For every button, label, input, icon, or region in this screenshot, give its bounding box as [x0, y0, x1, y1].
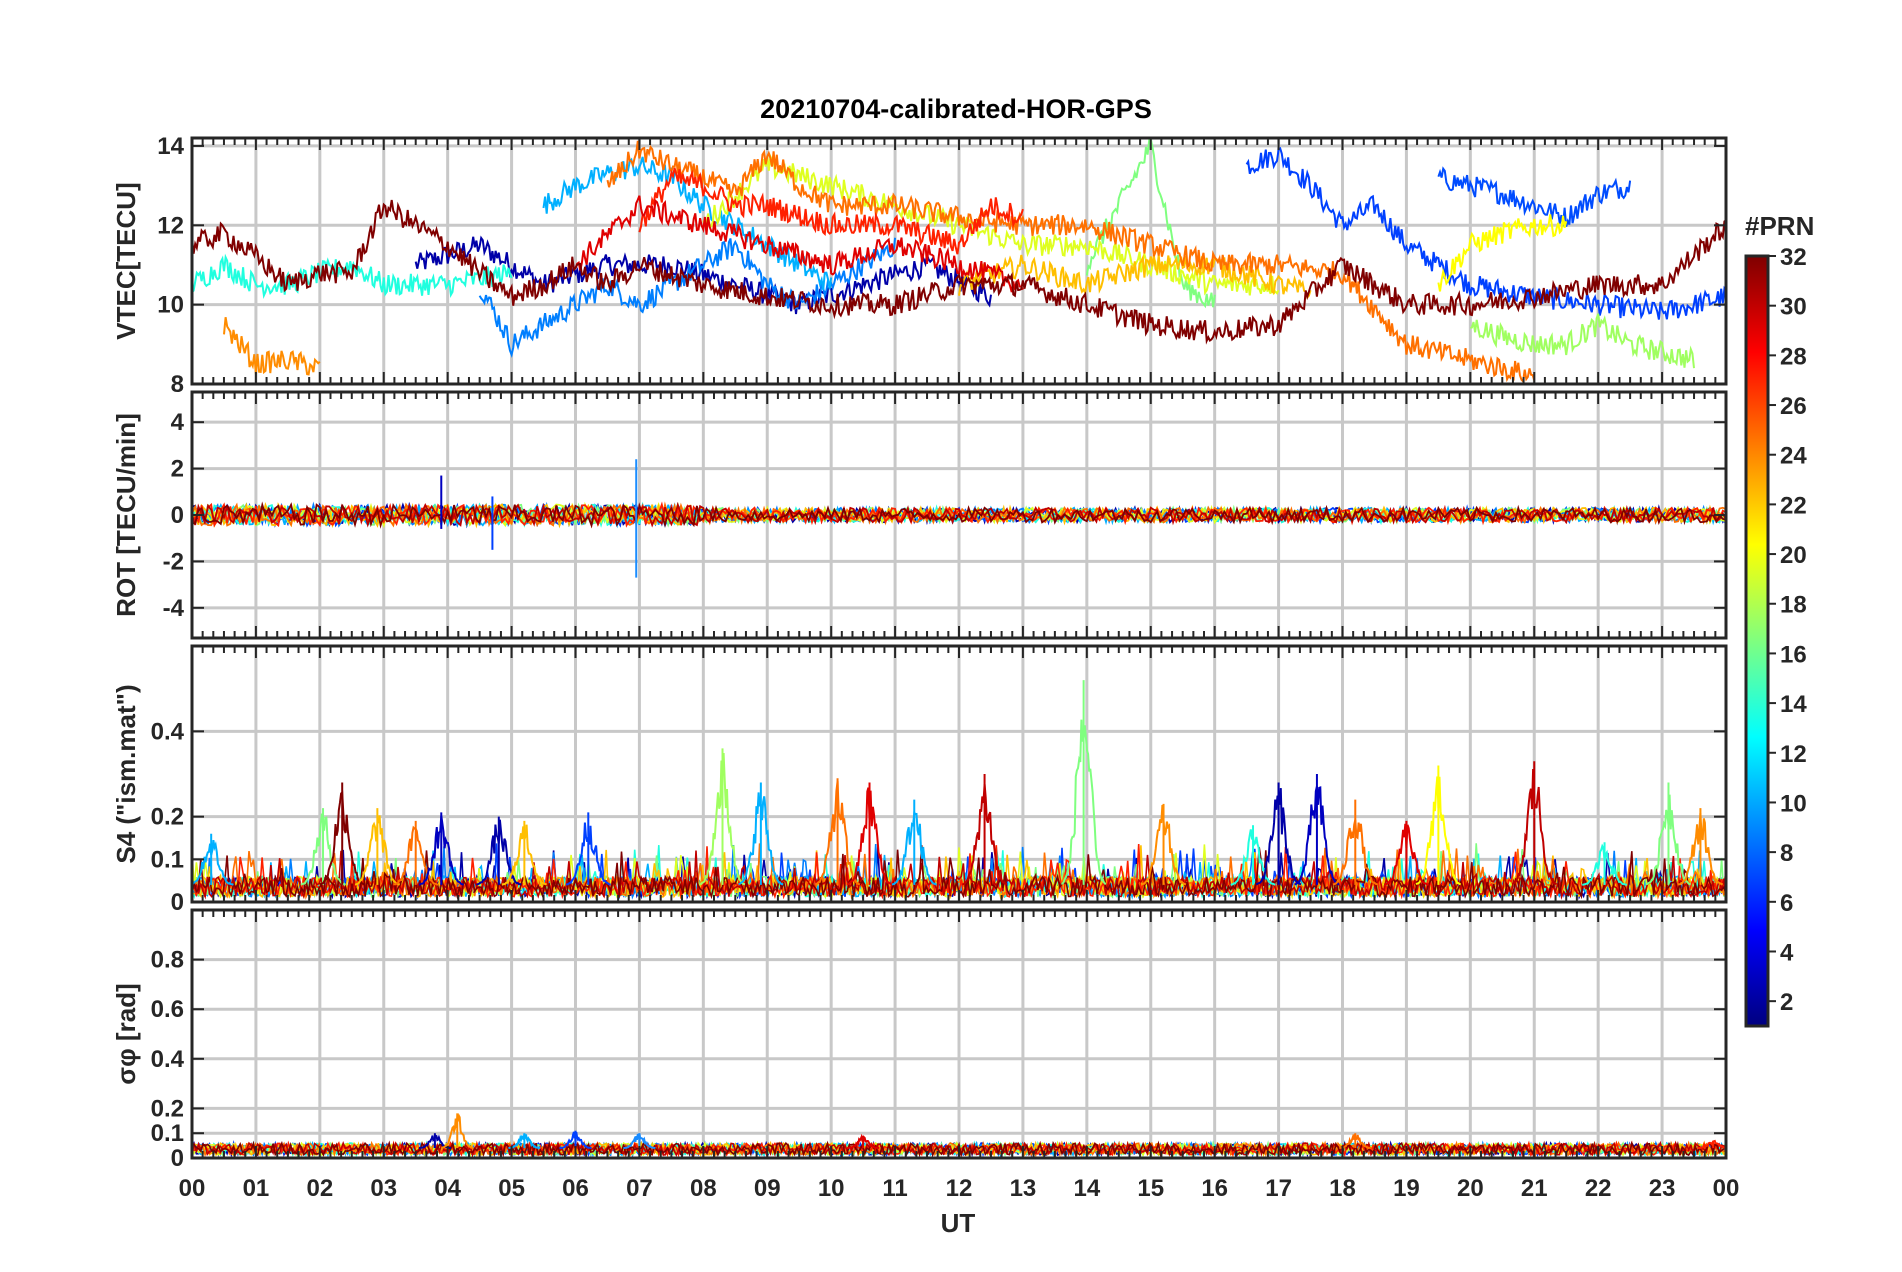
y-tick-label: 0.2 [151, 1095, 184, 1122]
y-tick-label: 0.2 [151, 804, 184, 831]
x-tick-label: 12 [946, 1175, 973, 1202]
series-line-prn-2 [414, 235, 992, 315]
colorbar-tick-label: 30 [1780, 294, 1807, 321]
colorbar-gradient [1744, 254, 1770, 1028]
series-line-prn-14 [192, 253, 513, 299]
colorbar-tick-label: 20 [1780, 542, 1807, 569]
x-tick-label: 18 [1329, 1175, 1356, 1202]
series-line-prn-20 [1437, 214, 1568, 292]
panel-s4: 0 0.1 0.2 0.4 S4 ("ism.mat") [111, 644, 1728, 916]
series-line-prn-25 [606, 140, 1536, 384]
colorbar-tick-label: 26 [1780, 393, 1807, 420]
colorbar-tick-label: 24 [1780, 443, 1807, 470]
x-tick-label: 00 [1713, 1175, 1740, 1202]
series-line-prn-11 [542, 156, 833, 291]
series-line-prn-32 [192, 199, 1726, 345]
y-tick-label: -2 [163, 548, 184, 575]
x-tick-label: 17 [1265, 1175, 1292, 1202]
x-tick-label: 08 [690, 1175, 717, 1202]
rot-trace [192, 501, 1726, 529]
x-tick-label: 22 [1585, 1175, 1612, 1202]
x-tick-label: 09 [754, 1175, 781, 1202]
chart-title: 20210704-calibrated-HOR-GPS [760, 94, 1152, 124]
x-axis-label: UT [941, 1208, 976, 1238]
panel-data-vtec [192, 138, 1726, 384]
y-tick-label: 0 [171, 889, 184, 916]
x-tick-label: 11 [882, 1175, 907, 1202]
y-tick-label: 8 [171, 371, 184, 398]
y-tick-label: 0.4 [151, 1046, 185, 1073]
x-tick-label: 19 [1393, 1175, 1420, 1202]
colorbar-tick-label: 4 [1780, 939, 1794, 966]
x-tick-label: 05 [498, 1175, 525, 1202]
colorbar-tick-label: 2 [1780, 989, 1793, 1016]
y-tick-label: 0.4 [151, 718, 185, 745]
x-tick-label: 10 [818, 1175, 845, 1202]
series-line-prn-22 [958, 254, 1312, 300]
colorbar-tick-label: 8 [1780, 840, 1793, 867]
series-line-prn-24 [223, 317, 321, 376]
panel-sigma_phi: 00.10.2 0.4 0.6 0.8 σφ [rad] [111, 908, 1728, 1172]
y-tick-label: 2 [171, 456, 184, 483]
y-tick-label: 0.6 [151, 996, 184, 1023]
series-line-prn-30 [574, 195, 1024, 293]
y-axis-label-rot: ROT [TECU/min] [111, 413, 141, 617]
y-tick-label: 4 [171, 409, 185, 436]
x-tick-label: 13 [1010, 1175, 1037, 1202]
colorbar-tick-label: 6 [1780, 890, 1793, 917]
y-tick-label: -4 [163, 595, 185, 622]
panel-rot: -4 -2 0 2 4 ROT [TECU/min] [111, 390, 1728, 640]
y-tick-label: 0 [171, 502, 184, 529]
x-tick-label: 20 [1457, 1175, 1484, 1202]
x-tick-label: 03 [370, 1175, 397, 1202]
series-line-prn-17 [1470, 313, 1695, 369]
y-tick-label: 0.8 [151, 947, 184, 974]
x-tick-label: 06 [562, 1175, 589, 1202]
colorbar-tick-label: 32 [1780, 244, 1807, 271]
y-tick-label: 0.1 [151, 846, 184, 873]
y-axis-label-vtec: VTEC[TECU] [111, 182, 141, 339]
x-tick-label: 14 [1073, 1175, 1100, 1202]
y-tick-label: 10 [157, 292, 184, 319]
colorbar-tick-label: 12 [1780, 741, 1807, 768]
colorbar-tick-label: 10 [1780, 790, 1807, 817]
colorbar-tick-label: 14 [1780, 691, 1807, 718]
x-tick-label: 23 [1649, 1175, 1676, 1202]
x-tick-label: 21 [1521, 1175, 1548, 1202]
y-tick-label: 0.1 [151, 1120, 184, 1147]
series-line-prn-5 [1245, 146, 1726, 320]
colorbar-tick-label: 16 [1780, 641, 1807, 668]
y-tick-label: 12 [157, 212, 184, 239]
x-tick-label: 02 [306, 1175, 333, 1202]
y-tick-label: 0 [171, 1145, 184, 1172]
colorbar-label: #PRN [1745, 211, 1814, 241]
x-tick-label: 01 [243, 1175, 270, 1202]
colorbar-tick-label: 28 [1780, 343, 1807, 370]
series-line-prn-19 [702, 152, 1280, 296]
series-line-prn-6 [1437, 166, 1632, 227]
x-tick-label: 15 [1137, 1175, 1164, 1202]
x-tick-label: 07 [626, 1175, 653, 1202]
y-tick-label: 14 [157, 133, 184, 160]
y-axis-label-sigma_phi: σφ [rad] [111, 983, 141, 1084]
panel-data-rot [192, 459, 1726, 578]
y-axis-label-s4: S4 ("ism.mat") [111, 684, 141, 863]
x-tick-label: 00 [179, 1175, 206, 1202]
colorbar-tick-label: 18 [1780, 592, 1807, 619]
panel-vtec: 8 10 12 14 VTEC[TECU] [111, 133, 1728, 398]
x-tick-label: 04 [434, 1175, 461, 1202]
series-line-prn-28 [638, 167, 1024, 255]
x-tick-label: 16 [1201, 1175, 1228, 1202]
colorbar-tick-label: 22 [1780, 492, 1807, 519]
